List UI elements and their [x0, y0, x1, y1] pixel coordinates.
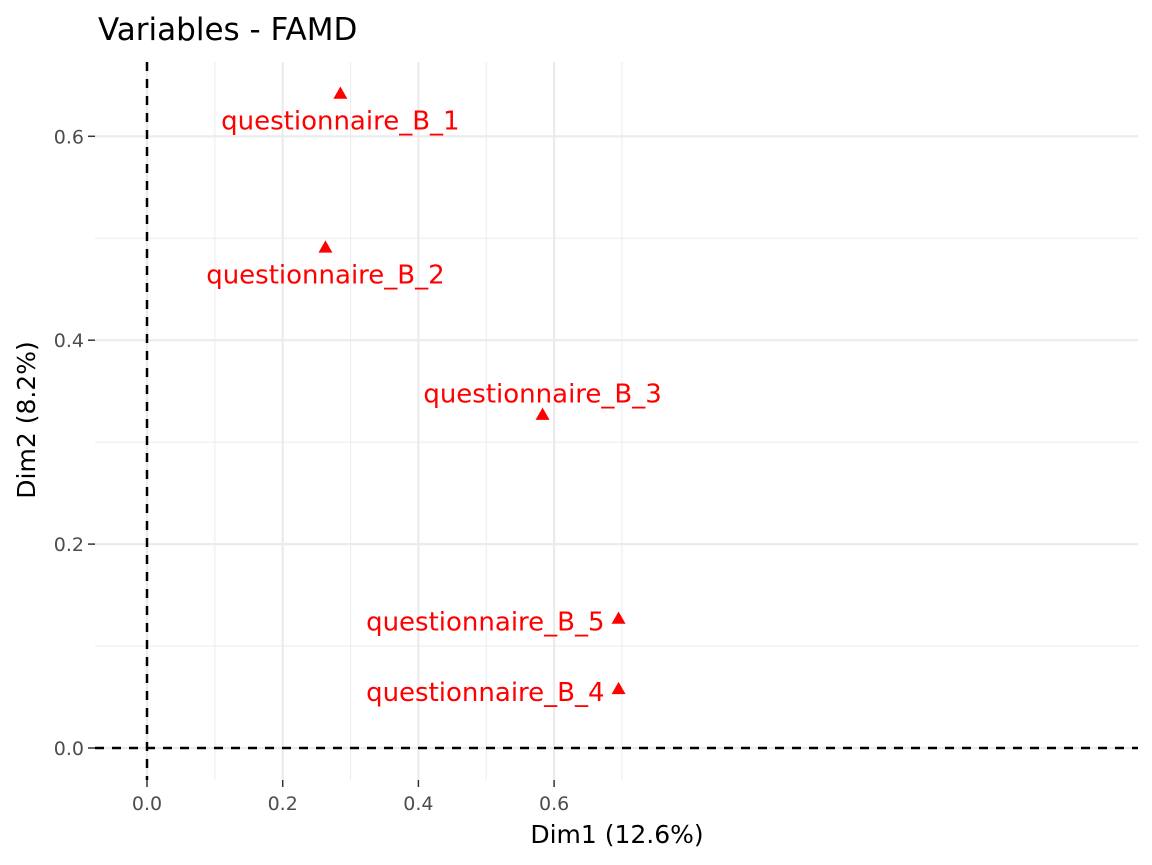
data-point-label-5: questionnaire_B_4: [366, 678, 604, 708]
y-tick-label: 0.6: [54, 126, 84, 148]
x-tick-label: 0.2: [268, 793, 298, 815]
y-axis-tick-labels: 0.0 0.2 0.4 0.6: [54, 126, 84, 760]
chart-title: Variables - FAMD: [98, 12, 357, 48]
data-point-label-1: questionnaire_B_1: [221, 106, 459, 136]
data-points: [318, 86, 626, 695]
data-point-1: [333, 86, 348, 99]
data-point-label-3: questionnaire_B_3: [423, 380, 661, 410]
x-axis-title: Dim1 (12.6%): [530, 820, 703, 849]
data-point-3: [535, 407, 550, 420]
x-tick-label: 0.6: [539, 793, 569, 815]
grid-minor: [95, 62, 1138, 780]
data-point-label-4: questionnaire_B_5: [366, 608, 604, 638]
data-point-2: [318, 240, 333, 253]
y-tick-label: 0.2: [54, 534, 84, 556]
x-tick-label: 0.4: [403, 793, 433, 815]
data-point-labels: questionnaire_B_1 questionnaire_B_2questi…: [206, 106, 662, 707]
x-tick-label: 0.0: [132, 793, 162, 815]
data-point-label-2: questionnaire_B_2: [206, 260, 444, 290]
reference-lines: [95, 62, 1138, 780]
x-axis-tick-labels: 0.0 0.2 0.4 0.6: [132, 793, 569, 815]
data-point-5: [611, 681, 626, 695]
data-point-4: [611, 611, 626, 624]
y-tick-label: 0.0: [54, 738, 84, 760]
y-tick-label: 0.4: [54, 330, 84, 352]
y-axis-title: Dim2 (8.2%): [12, 341, 41, 498]
axis-ticks: [88, 135, 555, 787]
